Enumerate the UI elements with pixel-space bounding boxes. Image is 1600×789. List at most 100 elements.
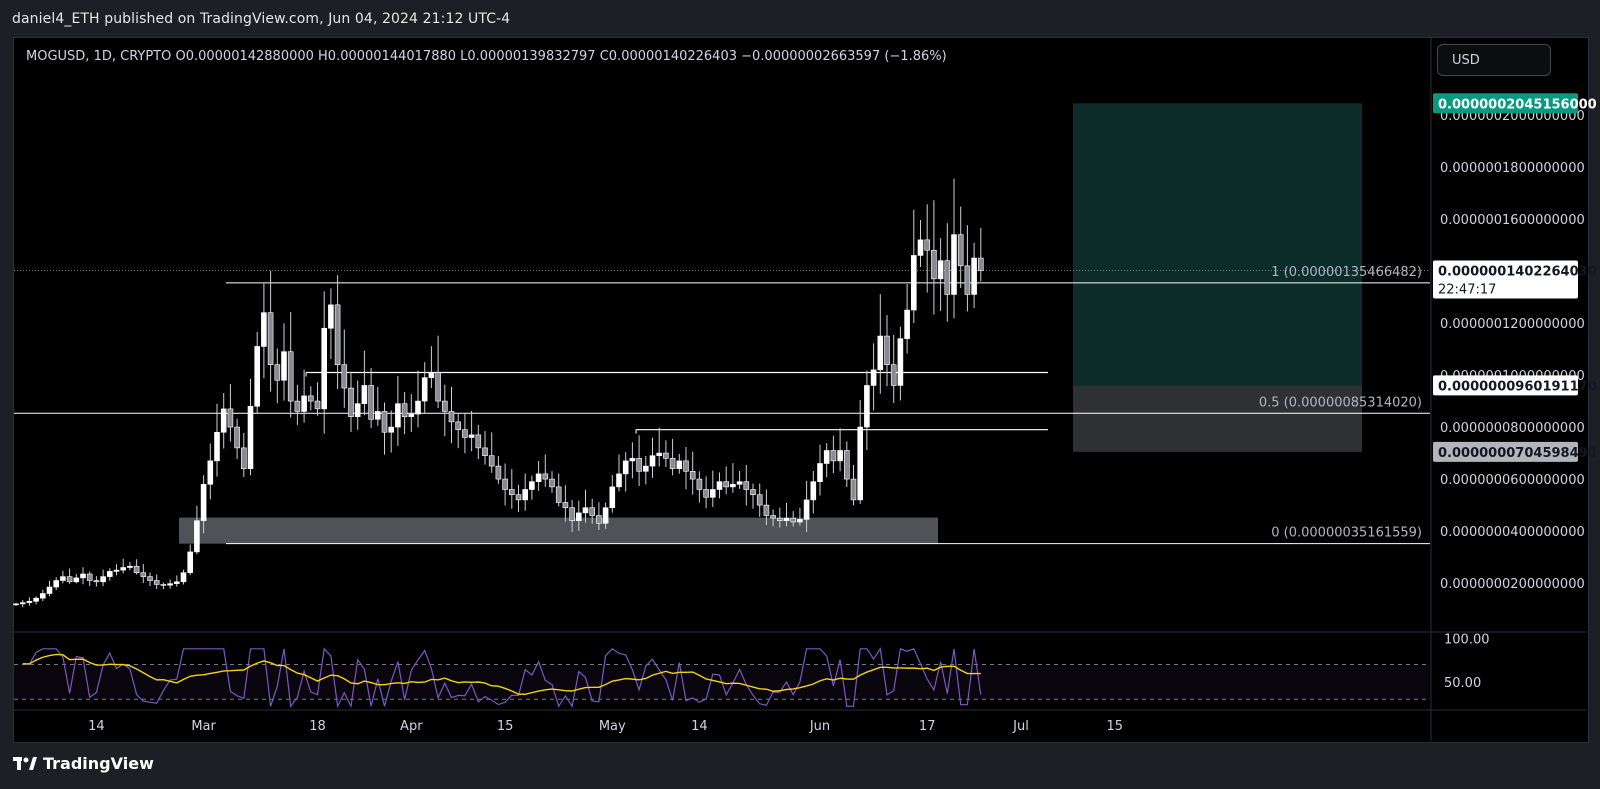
entry-price-tag-bg (1433, 375, 1578, 396)
candle-body (140, 572, 147, 577)
candle-body (683, 460, 689, 472)
candle-body (656, 452, 663, 456)
candle-body (569, 507, 575, 521)
candle-body (120, 567, 126, 571)
candle-body (401, 403, 408, 417)
candle-body (622, 460, 629, 475)
fib-level-label: 0 (0.00000035161559) (1271, 526, 1422, 541)
candle-body (207, 460, 214, 485)
stop-zone[interactable] (1073, 385, 1362, 452)
candle-body (977, 257, 984, 271)
candle-body (696, 478, 703, 490)
tradingview-icon (13, 756, 37, 770)
candle-body (810, 481, 817, 501)
candle-body (823, 450, 830, 464)
x-tick-label: 15 (497, 719, 514, 734)
candle-body (609, 486, 616, 508)
candle-body (174, 581, 180, 584)
candle-body (468, 434, 475, 438)
candle-body (649, 455, 656, 467)
candle-body (817, 463, 823, 482)
candle-body (80, 573, 86, 579)
candle-body (743, 481, 750, 490)
demand-zone[interactable] (179, 517, 938, 544)
candle-body (13, 603, 19, 606)
candle-body (502, 478, 508, 490)
candle-body (803, 499, 810, 520)
candle-body (334, 304, 341, 365)
entry-price-tag: 0.0000000960191170 (1438, 379, 1597, 394)
candle-body (294, 400, 301, 412)
current-price-tag-bg (1433, 260, 1578, 299)
candle-body (904, 309, 910, 339)
x-tick-label: May (599, 719, 626, 734)
rsi-tick-label: 50.00 (1444, 676, 1481, 691)
candle-body (776, 517, 783, 521)
candle-body (937, 260, 944, 280)
candle-body (689, 470, 696, 480)
candle-body (897, 338, 904, 386)
candle-body (924, 239, 931, 251)
candle-body (281, 351, 287, 381)
candle-body (374, 411, 381, 420)
candle-body (736, 481, 743, 485)
candle-body (187, 551, 193, 574)
candle-body (354, 403, 361, 417)
candle-body (113, 569, 120, 572)
candle-body (703, 489, 709, 498)
candle-body (884, 335, 890, 365)
candle-body (542, 473, 549, 480)
candle-body (147, 576, 153, 581)
candle-body (307, 395, 314, 402)
candle-body (180, 572, 187, 583)
ohlc-legend: MOGUSD, 1D, CRYPTO O0.00000142880000 H0.… (26, 49, 947, 64)
candle-body (931, 249, 937, 280)
candle-body (19, 602, 26, 605)
candle-body (435, 372, 441, 402)
y-tick-label: 0.0000001800000000 (1440, 161, 1585, 176)
candle-body (107, 571, 113, 577)
candle-body (636, 457, 642, 472)
target-zone[interactable] (1073, 103, 1362, 386)
candle-body (555, 486, 562, 503)
candle-body (254, 346, 260, 407)
candle-body (515, 494, 522, 501)
tradingview-logo[interactable]: TradingView (13, 754, 154, 773)
candle-body (381, 411, 388, 433)
candle-body (214, 431, 220, 462)
candle-body (46, 586, 53, 594)
candle-body (267, 312, 274, 365)
candle-body (910, 255, 917, 311)
price-axis: 0.00000020000000000.00000018000000000.00… (1440, 109, 1585, 592)
y-tick-label: 0.0000000800000000 (1440, 421, 1585, 436)
candle-body (676, 460, 683, 469)
candle-body (241, 447, 247, 469)
candle-body (797, 519, 803, 523)
candle-body (589, 507, 596, 516)
candle-body (160, 584, 167, 586)
candle-body (361, 385, 368, 404)
candle-body (26, 601, 33, 603)
candle-body (529, 481, 535, 490)
y-tick-label: 0.0000001600000000 (1440, 213, 1585, 228)
candle-body (274, 364, 281, 381)
candle-body (247, 405, 254, 469)
candle-body (890, 364, 897, 386)
candle-body (951, 234, 957, 295)
candle-body (642, 465, 649, 472)
candle-body (669, 457, 676, 469)
candle-body (93, 580, 100, 583)
x-tick-label: 14 (691, 719, 708, 734)
candle-body (495, 465, 502, 480)
x-tick-label: 18 (309, 719, 326, 734)
currency-button[interactable]: USD (1437, 44, 1551, 76)
candle-body (944, 260, 951, 295)
candle-body (864, 385, 870, 428)
candle-body (475, 434, 482, 449)
x-tick-label: Apr (400, 719, 423, 734)
candle-body (629, 457, 636, 462)
candle-body (830, 450, 837, 462)
candle-body (321, 327, 328, 410)
candle-body (488, 455, 495, 467)
